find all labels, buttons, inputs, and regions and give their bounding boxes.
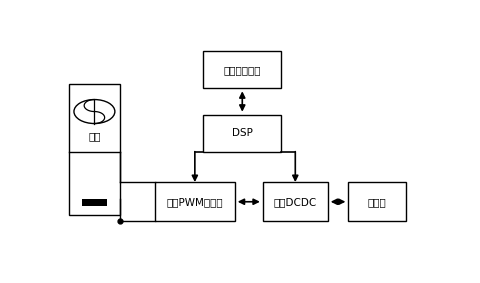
Circle shape — [74, 100, 115, 123]
Text: 蓄电池: 蓄电池 — [368, 197, 386, 207]
Text: 双向DCDC: 双向DCDC — [274, 197, 317, 207]
Bar — [155, 182, 235, 221]
Bar — [203, 52, 281, 88]
Bar — [203, 115, 281, 152]
Bar — [263, 182, 328, 221]
Text: 人机交互界面: 人机交互界面 — [224, 65, 261, 75]
Bar — [69, 84, 120, 215]
Bar — [348, 182, 406, 221]
Text: DSP: DSP — [232, 128, 252, 138]
Text: 双向PWM变流器: 双向PWM变流器 — [167, 197, 223, 207]
Text: 电网: 电网 — [88, 131, 101, 142]
Bar — [83, 199, 107, 206]
